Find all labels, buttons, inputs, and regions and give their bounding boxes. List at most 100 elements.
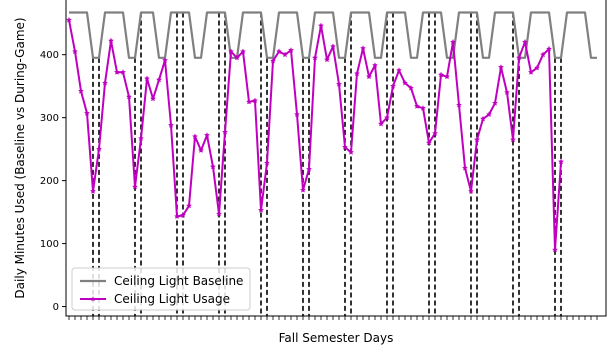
data-point (299, 186, 307, 193)
data-point (395, 67, 403, 74)
data-point (233, 54, 241, 61)
data-point (377, 120, 385, 127)
data-point (119, 69, 127, 75)
plot-frame (65, 0, 607, 317)
data-point (149, 95, 157, 102)
data-point (557, 158, 565, 165)
data-point (467, 188, 475, 194)
series-line-usage (68, 19, 562, 251)
y-tick-label: 400 (40, 50, 59, 61)
data-point (113, 69, 121, 75)
data-point (545, 45, 553, 52)
data-point (491, 99, 499, 106)
data-point (305, 166, 313, 172)
data-point (425, 139, 433, 146)
x-axis (68, 316, 598, 320)
data-point (275, 48, 283, 55)
data-point (191, 133, 199, 140)
legend-box (71, 267, 251, 311)
data-point (365, 73, 373, 80)
data-point (473, 136, 481, 143)
data-point (353, 70, 361, 77)
data-point (167, 121, 175, 128)
data-point (227, 48, 235, 55)
data-point (431, 130, 439, 137)
data-point (77, 87, 85, 94)
data-point (287, 47, 295, 53)
x-axis-title: Fall Semester Days (279, 331, 394, 345)
data-point (449, 38, 457, 45)
data-point (125, 93, 133, 100)
data-point (179, 212, 187, 218)
data-point (317, 22, 325, 29)
y-tick-label: 300 (40, 113, 59, 124)
data-point (95, 145, 103, 152)
data-point (341, 143, 349, 150)
data-point (197, 147, 205, 154)
data-point (221, 128, 229, 135)
plot-area (66, 11, 597, 316)
y-axis-title: Daily Minutes Used (Baseline vs During-G… (13, 17, 27, 298)
data-point (245, 98, 253, 105)
data-point (413, 103, 421, 109)
data-point (131, 183, 139, 190)
data-point (359, 45, 367, 52)
data-point (455, 101, 463, 108)
data-point (323, 56, 331, 63)
data-point (527, 69, 535, 75)
data-point (479, 115, 487, 122)
data-point (161, 57, 169, 63)
data-point (83, 109, 91, 116)
series-line-baseline (69, 11, 597, 59)
data-point (485, 111, 493, 118)
legend-label-baseline: Ceiling Light Baseline (114, 274, 243, 288)
data-point (209, 163, 217, 170)
data-point (71, 48, 79, 55)
data-point (263, 159, 271, 166)
data-point (185, 202, 193, 209)
data-point (66, 16, 73, 23)
data-point (137, 135, 145, 142)
data-point (551, 246, 559, 253)
y-axis: 0 100 200 300 400 (40, 50, 66, 313)
legend: Ceiling Light Baseline Ceiling Light Usa… (71, 267, 251, 311)
data-point (281, 51, 289, 58)
data-point (515, 54, 523, 61)
data-point (443, 73, 451, 80)
legend-label-usage: Ceiling Light Usage (114, 292, 230, 306)
legend-marker-usage (90, 296, 96, 302)
y-tick-label: 0 (53, 302, 59, 313)
data-point (173, 213, 181, 220)
data-point (215, 210, 223, 217)
data-point (347, 149, 355, 155)
data-point (407, 84, 415, 91)
data-point (143, 75, 151, 82)
data-point (251, 97, 259, 104)
data-point (239, 48, 247, 55)
data-point (311, 54, 319, 61)
data-point (101, 79, 109, 86)
data-point (329, 43, 337, 50)
y-tick-label: 100 (40, 239, 59, 250)
data-point (383, 114, 391, 121)
data-point (155, 76, 163, 83)
data-point (401, 79, 409, 86)
y-tick-label: 200 (40, 176, 59, 187)
data-point (461, 164, 469, 171)
data-point (509, 136, 517, 143)
data-point (371, 62, 379, 69)
data-point (293, 111, 301, 118)
data-point (107, 37, 115, 44)
data-point (539, 51, 547, 58)
data-point (335, 81, 343, 87)
data-point (203, 132, 211, 138)
data-point (497, 64, 505, 70)
data-point (269, 57, 277, 64)
data-point (89, 188, 97, 194)
data-point (503, 89, 511, 96)
data-point (257, 206, 265, 213)
data-point (533, 64, 541, 71)
data-point (419, 104, 427, 111)
data-point (389, 82, 397, 89)
